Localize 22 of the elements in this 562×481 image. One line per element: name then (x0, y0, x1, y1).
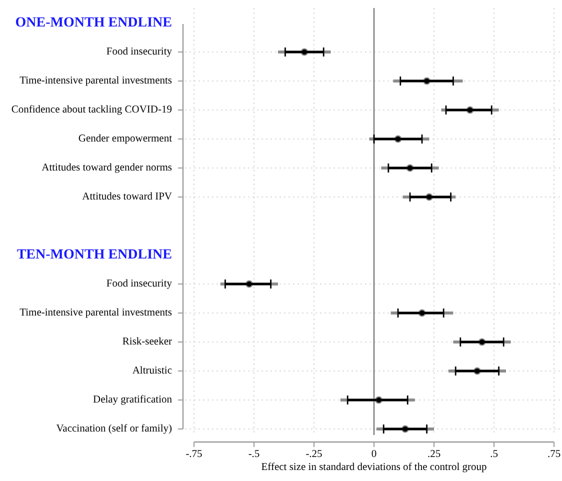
y-tick-label: ONE-MONTH ENDLINE (15, 16, 172, 30)
x-tick-label: -.75 (186, 449, 202, 460)
y-tick-label: Attitudes toward gender norms (42, 162, 172, 174)
y-tick-label: Attitudes toward IPV (82, 192, 172, 202)
x-tick-label: .25 (427, 449, 441, 460)
x-tick-label: 0 (371, 449, 377, 460)
y-tick-label: Vaccination (self or family) (56, 424, 172, 434)
y-tick-label: Delay gratification (92, 394, 173, 406)
y-tick-label: Food insecurity (106, 46, 173, 58)
x-tick-label: .5 (490, 449, 498, 460)
y-tick-label: Altruistic (132, 366, 172, 376)
y-tick-label: Gender empowerment (78, 134, 172, 144)
y-tick-label: Confidence about tackling COVID-19 (11, 104, 172, 116)
y-tick-label: Food insecurity (106, 278, 173, 290)
x-tick-label: -.25 (306, 449, 322, 460)
x-tick-label: .75 (547, 449, 561, 460)
y-tick-label: Risk-seeker (122, 336, 172, 348)
y-tick-label: Time-intensive parental investments (20, 308, 172, 318)
x-tick-label: -.5 (248, 449, 260, 460)
y-tick-label: TEN-MONTH ENDLINE (16, 248, 172, 262)
x-axis-title: Effect size in standard deviations of the control group (261, 462, 487, 473)
y-tick-label: Time-intensive parental investments (20, 76, 172, 86)
